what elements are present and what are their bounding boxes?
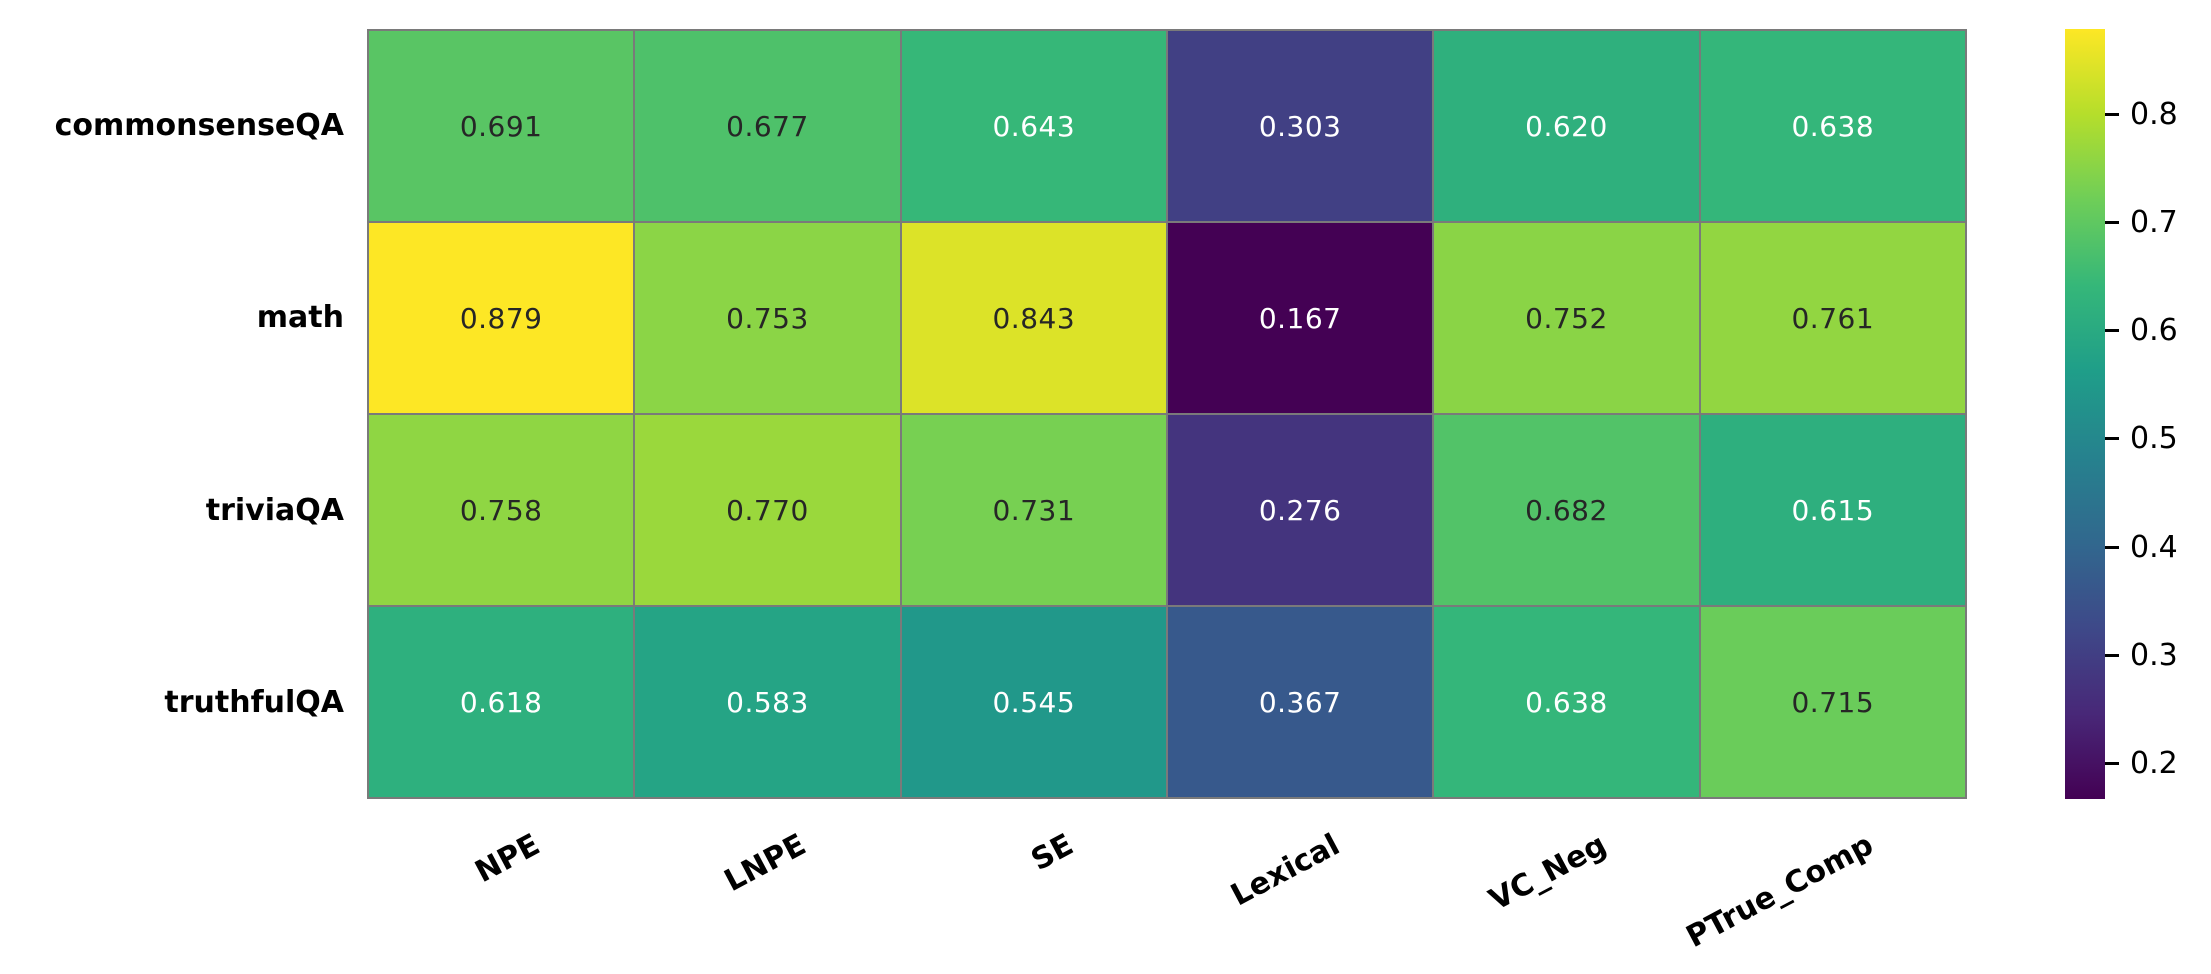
colorbar-tick-label: 0.4 bbox=[2130, 529, 2178, 565]
heatmap-cell: 0.620 bbox=[1434, 31, 1699, 221]
heatmap-cell: 0.638 bbox=[1700, 31, 1965, 221]
colorbar-tick bbox=[2105, 761, 2119, 765]
heatmap-cell: 0.303 bbox=[1168, 31, 1433, 221]
x-tick-label: PTrue_Comp bbox=[1680, 827, 1879, 955]
cell-value: 0.638 bbox=[1525, 685, 1608, 719]
cell-value: 0.691 bbox=[459, 109, 543, 143]
heatmap-cell: 0.677 bbox=[635, 31, 900, 221]
cell-value: 0.303 bbox=[1258, 109, 1342, 143]
heatmap-cell: 0.618 bbox=[369, 607, 634, 797]
y-tick-label: triviaQA bbox=[205, 492, 344, 528]
cell-value: 0.682 bbox=[1525, 493, 1608, 527]
cell-value: 0.643 bbox=[992, 109, 1076, 143]
y-tick-label: commonsenseQA bbox=[54, 107, 344, 143]
heatmap-cell: 0.843 bbox=[901, 223, 1166, 413]
heatmap-cell: 0.691 bbox=[369, 31, 634, 221]
heatmap-cell: 0.615 bbox=[1700, 415, 1965, 605]
heatmap-cell: 0.731 bbox=[901, 415, 1166, 605]
cell-value: 0.167 bbox=[1258, 301, 1342, 335]
cell-value: 0.752 bbox=[1525, 301, 1608, 335]
cell-value: 0.731 bbox=[992, 493, 1076, 527]
cell-value: 0.615 bbox=[1791, 493, 1875, 527]
colorbar-gradient bbox=[2065, 29, 2105, 799]
cell-value: 0.367 bbox=[1258, 685, 1342, 719]
cell-value: 0.770 bbox=[726, 493, 809, 527]
colorbar-tick bbox=[2105, 653, 2119, 657]
heatmap-cell: 0.367 bbox=[1168, 607, 1433, 797]
heatmap-cell: 0.758 bbox=[369, 415, 634, 605]
heatmap-cell: 0.643 bbox=[901, 31, 1166, 221]
heatmap-cell: 0.167 bbox=[1168, 223, 1433, 413]
cell-value: 0.638 bbox=[1791, 109, 1875, 143]
cell-value: 0.843 bbox=[992, 301, 1076, 335]
y-tick-label: truthfulQA bbox=[164, 685, 344, 721]
cell-value: 0.715 bbox=[1791, 685, 1875, 719]
colorbar-tick bbox=[2105, 221, 2119, 225]
heatmap-cell: 0.752 bbox=[1434, 223, 1699, 413]
x-tick-label: Lexical bbox=[1225, 827, 1346, 914]
colorbar-tick bbox=[2105, 437, 2119, 441]
heatmap-grid: 0.691 0.677 0.643 0.303 0.620 0.638 0.879 0.753… bbox=[367, 29, 1967, 799]
x-tick-label: SE bbox=[1025, 827, 1079, 879]
colorbar-tick bbox=[2105, 112, 2119, 116]
colorbar-tick bbox=[2105, 545, 2119, 549]
y-tick-label: math bbox=[256, 300, 344, 336]
x-tick-label: NPE bbox=[469, 827, 546, 890]
cell-value: 0.618 bbox=[459, 685, 543, 719]
heatmap-cell: 0.753 bbox=[635, 223, 900, 413]
colorbar-tick-label: 0.6 bbox=[2130, 313, 2178, 349]
heatmap-cell: 0.879 bbox=[369, 223, 634, 413]
heatmap-cell: 0.715 bbox=[1700, 607, 1965, 797]
colorbar-tick-label: 0.3 bbox=[2130, 637, 2178, 673]
cell-value: 0.276 bbox=[1258, 493, 1342, 527]
colorbar-tick-label: 0.2 bbox=[2130, 745, 2178, 781]
cell-value: 0.879 bbox=[459, 301, 543, 335]
cell-value: 0.753 bbox=[726, 301, 809, 335]
colorbar-tick-label: 0.7 bbox=[2130, 205, 2178, 241]
colorbar-tick-label: 0.5 bbox=[2130, 421, 2178, 457]
colorbar-tick-label: 0.8 bbox=[2130, 96, 2178, 132]
heatmap-cell: 0.545 bbox=[901, 607, 1166, 797]
cell-value: 0.677 bbox=[726, 109, 809, 143]
heatmap-cell: 0.682 bbox=[1434, 415, 1699, 605]
heatmap-cell: 0.770 bbox=[635, 415, 900, 605]
colorbar-tick bbox=[2105, 329, 2119, 333]
cell-value: 0.758 bbox=[459, 493, 543, 527]
heatmap-cell: 0.761 bbox=[1700, 223, 1965, 413]
colorbar bbox=[2065, 29, 2105, 799]
heatmap-cell: 0.276 bbox=[1168, 415, 1433, 605]
heatmap-cell: 0.583 bbox=[635, 607, 900, 797]
x-tick-label: LNPE bbox=[719, 827, 813, 899]
heatmap-cell: 0.638 bbox=[1434, 607, 1699, 797]
cell-value: 0.583 bbox=[726, 685, 809, 719]
cell-value: 0.761 bbox=[1791, 301, 1875, 335]
x-tick-label: VC_Neg bbox=[1483, 827, 1613, 918]
cell-value: 0.545 bbox=[992, 685, 1076, 719]
cell-value: 0.620 bbox=[1525, 109, 1608, 143]
